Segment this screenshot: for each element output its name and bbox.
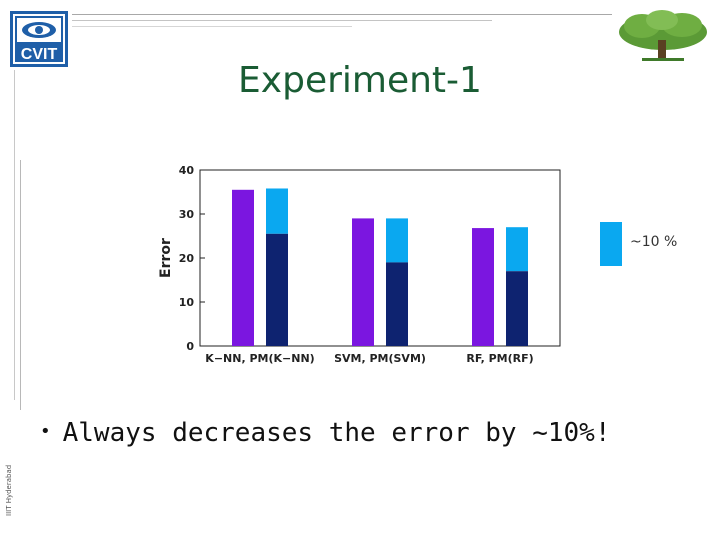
- header-rule: [72, 26, 352, 27]
- bar: [506, 271, 528, 346]
- header-rule: [72, 14, 612, 15]
- bar-chart: 0 10 20 30 40 K−NN, PM(K−NN) SVM, PM(SVM) RF, …: [158, 164, 561, 365]
- bar: [266, 233, 288, 346]
- bullet-text: Always decreases the error by ~10%!: [62, 418, 611, 448]
- bullet-icon: •: [40, 421, 51, 442]
- logo-text: CVIT: [21, 46, 58, 63]
- bar: [472, 228, 494, 346]
- header-rule: [72, 20, 492, 21]
- bullet-item: • Always decreases the error by ~10%!: [40, 418, 611, 448]
- bar-reduction: [386, 218, 408, 263]
- x-tick-label: RF, PM(RF): [466, 352, 533, 365]
- y-tick-label: 10: [179, 296, 195, 309]
- y-tick-label: 20: [179, 252, 195, 265]
- side-rule: [14, 70, 15, 400]
- x-tick-label: SVM, PM(SVM): [334, 352, 426, 365]
- legend-swatch: [600, 222, 622, 266]
- y-tick-label: 40: [179, 164, 195, 177]
- slide-title: Experiment-1: [238, 60, 482, 101]
- bar-reduction: [266, 188, 288, 234]
- bar: [352, 218, 374, 346]
- bar: [232, 189, 254, 346]
- bar: [386, 262, 408, 346]
- y-axis-label: Error: [158, 238, 174, 278]
- x-tick-label: K−NN, PM(K−NN): [205, 352, 314, 365]
- cvit-logo: CVIT: [10, 11, 68, 67]
- footer-text: IIIT Hyderabad: [5, 464, 13, 516]
- side-rule: [20, 160, 21, 410]
- y-tick-label: 0: [186, 340, 194, 353]
- y-tick-label: 30: [179, 208, 195, 221]
- tree-logo: [612, 6, 714, 68]
- plot-area: [199, 169, 561, 347]
- legend-label: ~10 %: [630, 234, 678, 250]
- bar-reduction: [506, 227, 528, 272]
